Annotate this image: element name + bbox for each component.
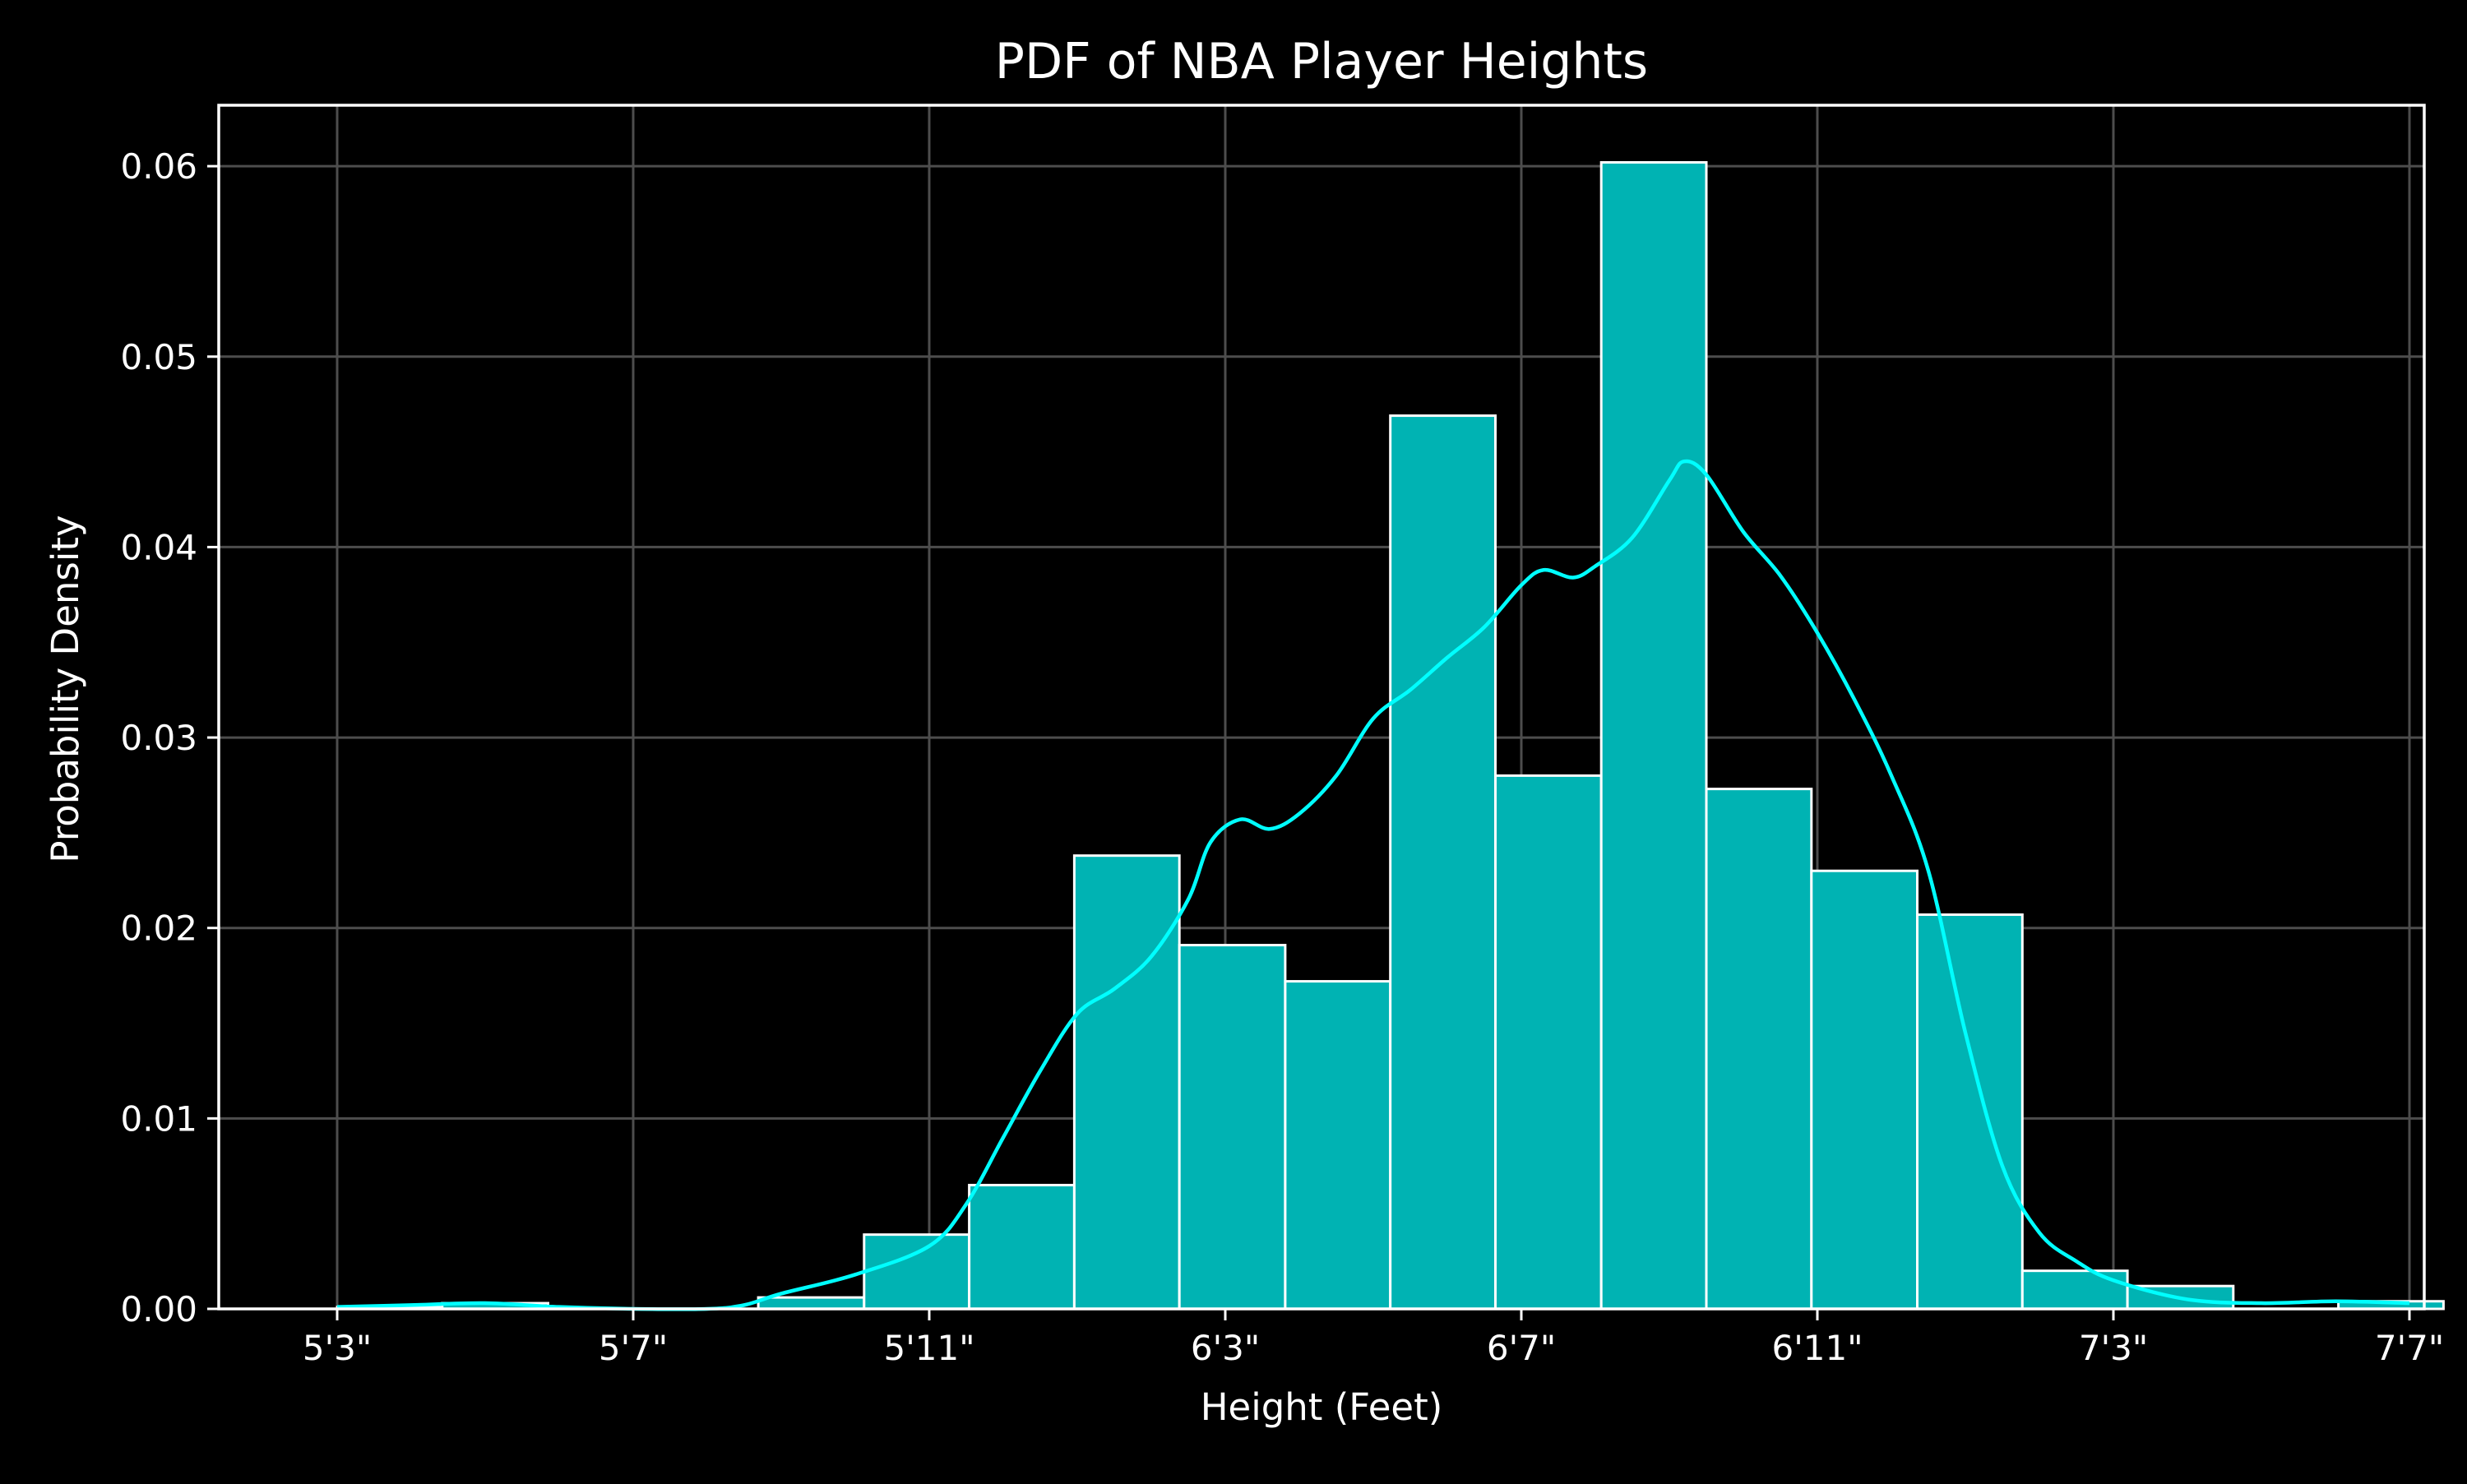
histogram-bar xyxy=(2020,1269,2129,1311)
x-tick-label: 6'3" xyxy=(1191,1328,1260,1368)
x-tick-label: 7'3" xyxy=(2079,1328,2148,1368)
histogram-bar xyxy=(863,1233,971,1311)
histogram-bar xyxy=(1705,788,1813,1311)
y-tick-label: 0.01 xyxy=(120,1098,197,1139)
x-tick-label: 5'3" xyxy=(303,1328,372,1368)
histogram-bar xyxy=(1599,160,1708,1311)
x-tick-label: 5'7" xyxy=(599,1328,668,1368)
kde-curve-layer xyxy=(336,459,2410,1311)
y-tick-label: 0.00 xyxy=(120,1289,197,1329)
x-axis-ticks: 5'3" 5'7" 5'11" 6'3" 6'7" 6'11" 7'3" 7'7" xyxy=(303,1309,2444,1368)
x-tick-label: 5'11" xyxy=(883,1328,974,1368)
histogram-bar xyxy=(1810,869,1919,1311)
histogram-bar xyxy=(968,1183,1076,1311)
histogram-bar xyxy=(1072,854,1181,1311)
x-axis-label: Height (Feet) xyxy=(1201,1385,1443,1429)
y-tick-label: 0.04 xyxy=(120,527,197,567)
histogram-bars xyxy=(336,160,2445,1311)
x-tick-label: 6'11" xyxy=(1771,1328,1863,1368)
x-tick-label: 7'7" xyxy=(2375,1328,2444,1368)
histogram-bar xyxy=(1284,980,1392,1311)
y-axis-ticks: 0.00 0.01 0.02 0.03 0.04 0.05 0.06 xyxy=(120,146,219,1329)
kde-curve xyxy=(336,459,2410,1311)
y-tick-label: 0.03 xyxy=(120,718,197,758)
y-tick-label: 0.06 xyxy=(120,146,197,187)
histogram-bar xyxy=(757,1296,866,1311)
histogram-bar xyxy=(1389,414,1497,1311)
y-tick-label: 0.05 xyxy=(120,337,197,377)
x-tick-label: 6'7" xyxy=(1487,1328,1556,1368)
chart-title: PDF of NBA Player Heights xyxy=(995,33,1648,90)
histogram-bar xyxy=(1494,774,1603,1311)
histogram-bar xyxy=(1178,944,1287,1311)
y-axis-label: Probability Density xyxy=(44,515,87,862)
plot-frame xyxy=(217,104,2426,1311)
y-tick-label: 0.02 xyxy=(120,908,197,949)
histogram-bar xyxy=(1916,913,2024,1311)
